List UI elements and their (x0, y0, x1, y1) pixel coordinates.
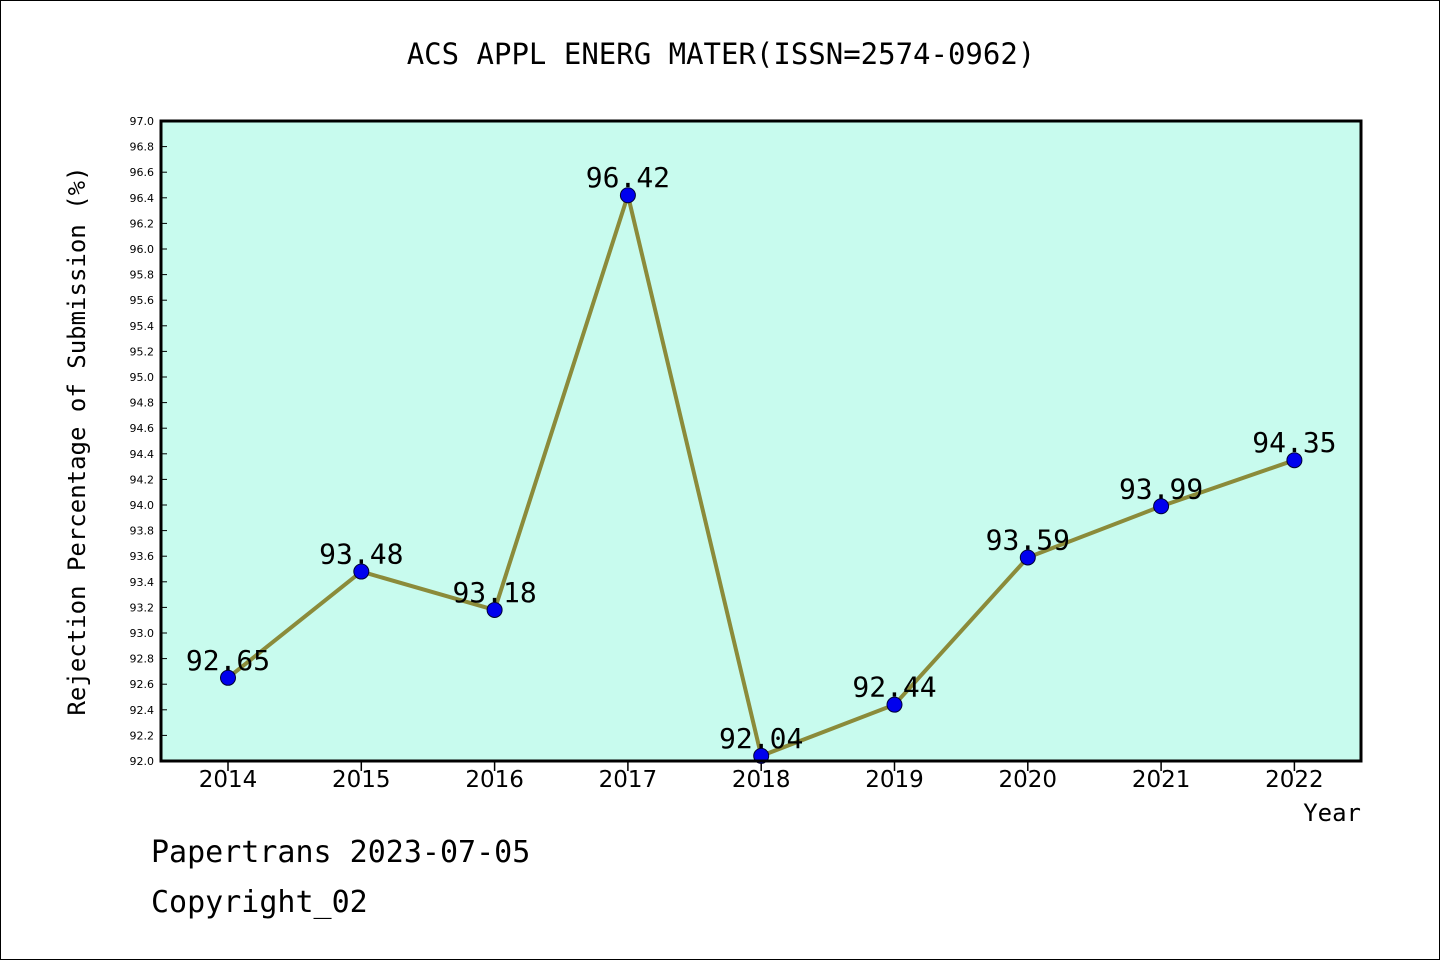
x-tick-label: 2021 (1132, 767, 1191, 793)
data-point (886, 696, 903, 713)
y-tick-label: 95.2 (130, 345, 155, 358)
x-tick-label: 2019 (865, 767, 924, 793)
data-point (619, 187, 636, 204)
y-tick-label: 92.2 (130, 729, 155, 742)
y-tick-label: 94.4 (130, 448, 155, 461)
footer-publisher-date: Papertrans 2023-07-05 (151, 835, 531, 870)
data-point (486, 601, 503, 618)
data-label: 96.42 (586, 161, 670, 194)
y-axis-ticks: 92.0 92.2 92.4 92.6 92.8 93.0 93.2 93.4 93.6 93.8… (130, 115, 167, 768)
y-tick-label: 93.0 (130, 627, 155, 640)
data-label: 94.35 (1252, 426, 1336, 459)
y-tick-label: 96.8 (130, 141, 155, 154)
data-label: 93.48 (319, 538, 403, 571)
y-tick-label: 95.4 (130, 320, 155, 333)
y-tick-label: 96.6 (130, 166, 155, 179)
x-tick-label: 2016 (465, 767, 524, 793)
y-tick-label: 96.0 (130, 243, 155, 256)
x-tick-label: 2017 (599, 767, 658, 793)
x-tick-label: 2018 (732, 767, 791, 793)
y-tick-label: 94.2 (130, 473, 155, 486)
data-point (1019, 549, 1036, 566)
plot-area (161, 121, 1361, 761)
y-tick-label: 94.6 (130, 422, 155, 435)
x-tick-label: 2014 (199, 767, 258, 793)
y-tick-label: 96.2 (130, 217, 155, 230)
y-tick-label: 93.8 (130, 525, 155, 538)
y-tick-label: 94.8 (130, 397, 155, 410)
x-tick-label: 2020 (999, 767, 1058, 793)
y-axis-label: Rejection Percentage of Submission (%) (63, 166, 91, 715)
plot-frame (159, 119, 1363, 763)
y-tick-label: 93.6 (130, 550, 155, 563)
x-axis-label: Year (1303, 799, 1361, 827)
y-tick-label: 95.0 (130, 371, 155, 384)
data-label: 92.04 (719, 722, 803, 755)
data-point (353, 563, 370, 580)
x-tick-label: 2015 (332, 767, 391, 793)
footer-copyright: Copyright_02 (151, 885, 368, 920)
x-axis-ticks: 2014 2015 2016 2017 2018 2019 2020 2021 2022 (199, 761, 1324, 793)
data-label-group: 92.65 93.48 93.18 96.42 92.04 92.44 93.59 93.99… (186, 161, 1337, 755)
data-label: 93.99 (1119, 472, 1203, 505)
y-tick-label: 92.0 (130, 755, 155, 768)
data-label: 92.65 (186, 644, 270, 677)
data-label: 93.18 (452, 576, 536, 609)
data-point (220, 669, 236, 686)
x-tick-label: 2022 (1265, 767, 1324, 793)
y-tick-label: 93.2 (130, 601, 155, 614)
data-label: 92.44 (852, 671, 936, 704)
y-tick-label: 94.0 (130, 499, 155, 512)
y-tick-label: 95.8 (130, 269, 155, 282)
data-label: 93.59 (986, 523, 1070, 556)
y-tick-label: 97.0 (130, 115, 155, 128)
y-tick-label: 95.6 (130, 294, 155, 307)
data-point (1286, 452, 1303, 469)
y-tick-label: 92.6 (130, 678, 155, 691)
data-point (1153, 498, 1170, 515)
chart-title: ACS APPL ENERG MATER(ISSN=2574-0962) (406, 37, 1036, 71)
y-tick-label: 96.4 (130, 192, 155, 205)
y-tick-label: 92.4 (130, 704, 155, 717)
y-tick-label: 92.8 (130, 653, 155, 666)
y-tick-label: 93.4 (130, 576, 155, 589)
